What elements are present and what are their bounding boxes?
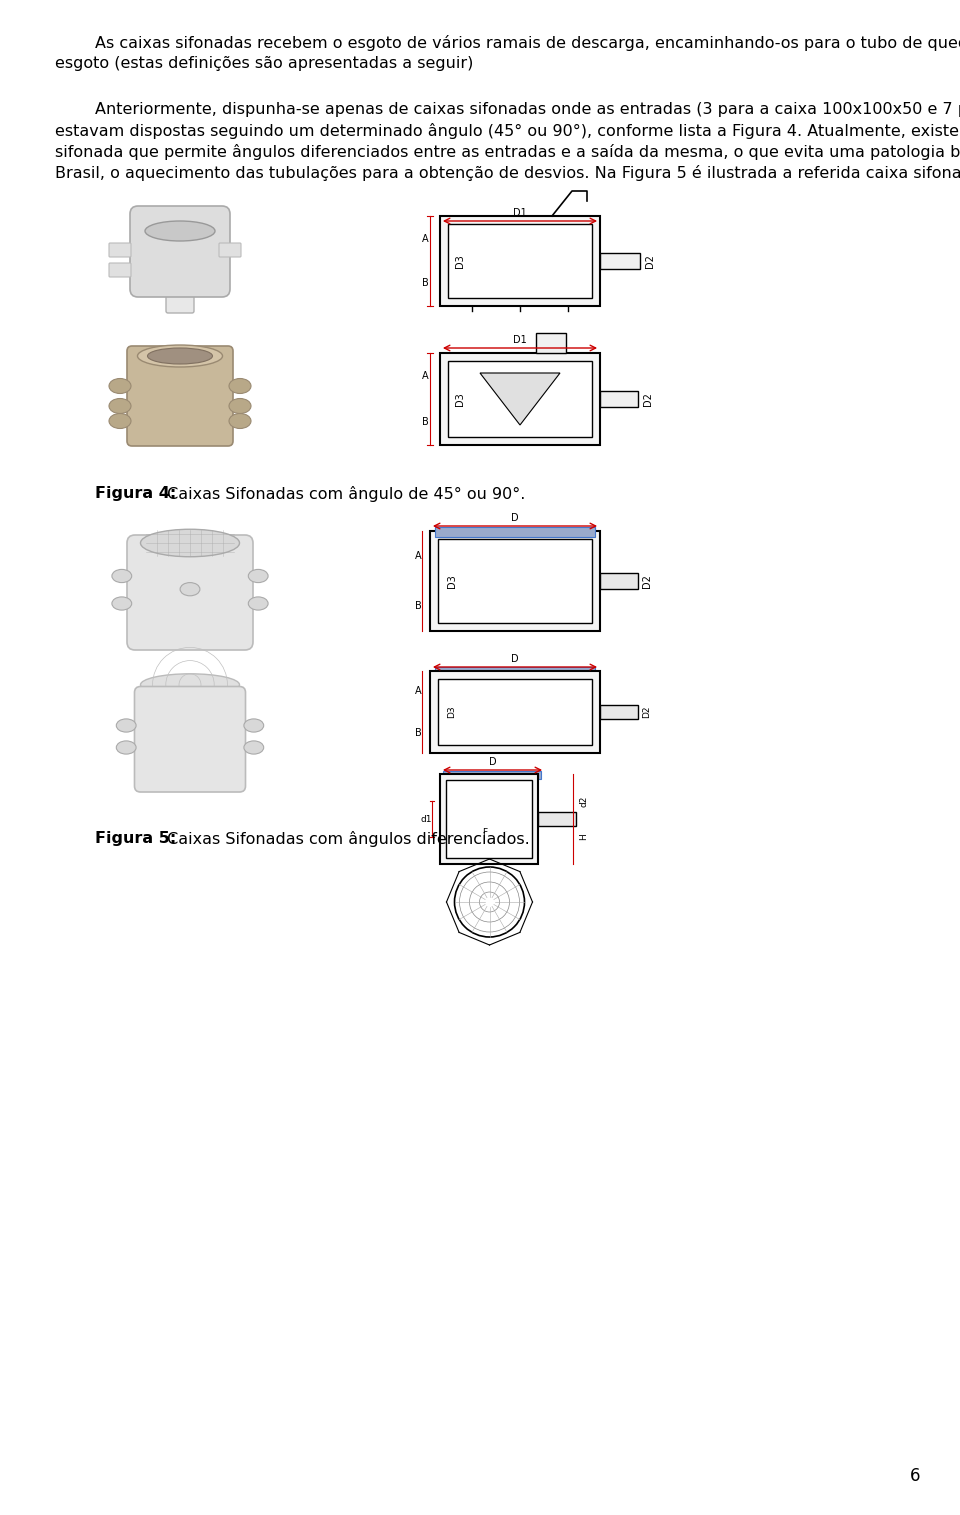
Text: D2: D2 [645,255,655,268]
FancyBboxPatch shape [219,242,241,258]
Bar [430,530,600,632]
Text: Caixas Sifonadas com ângulo de 45° ou 90°.: Caixas Sifonadas com ângulo de 45° ou 90… [162,486,526,501]
Bar [435,527,595,536]
Text: D3: D3 [447,706,457,718]
Bar [536,333,566,353]
Bar [443,771,540,779]
Bar [448,224,592,298]
Ellipse shape [249,570,268,583]
Text: D3: D3 [447,574,457,588]
Bar [600,253,640,270]
Bar [430,671,600,753]
Text: Figura 4:: Figura 4: [95,486,177,501]
Bar [435,667,595,677]
Text: A: A [415,686,421,697]
Text: Anteriormente, dispunha-se apenas de caixas sifonadas onde as entradas (3 para a: Anteriormente, dispunha-se apenas de cai… [95,102,960,117]
Text: B: B [421,279,428,288]
Bar [600,573,638,589]
Text: D: D [511,514,518,523]
Text: F: F [483,829,488,836]
FancyBboxPatch shape [134,686,246,792]
Ellipse shape [116,741,136,754]
Text: As caixas sifonadas recebem o esgoto de vários ramais de descarga, encaminhando-: As caixas sifonadas recebem o esgoto de … [95,35,960,52]
Text: B: B [421,417,428,427]
Ellipse shape [109,414,131,429]
FancyBboxPatch shape [130,206,230,297]
FancyBboxPatch shape [109,242,131,258]
Bar [440,217,600,306]
Text: sifonada que permite ângulos diferenciados entre as entradas e a saída da mesma,: sifonada que permite ângulos diferenciad… [55,144,960,161]
Text: Brasil, o aquecimento das tubulações para a obtenção de desvios. Na Figura 5 é i: Brasil, o aquecimento das tubulações par… [55,165,960,180]
FancyBboxPatch shape [127,345,233,445]
Bar [538,812,575,826]
Text: D1: D1 [514,208,527,218]
Text: esgoto (estas definições são apresentadas a seguir): esgoto (estas definições são apresentada… [55,56,473,71]
Text: A: A [421,371,428,380]
Ellipse shape [148,348,212,364]
Ellipse shape [145,221,215,241]
Text: B: B [415,727,421,738]
Text: D2: D2 [642,574,652,588]
Ellipse shape [137,345,223,367]
Text: D2: D2 [643,392,653,406]
Text: D3: D3 [455,392,465,406]
Ellipse shape [112,570,132,583]
Text: 6: 6 [909,1467,920,1485]
FancyBboxPatch shape [166,274,194,314]
Text: D: D [489,758,496,767]
Text: D2: D2 [642,706,651,718]
Text: D3: D3 [455,255,465,268]
Ellipse shape [112,597,132,611]
Text: H: H [580,833,588,841]
Text: estavam dispostas seguindo um determinado ângulo (45° ou 90°), conforme lista a : estavam dispostas seguindo um determinad… [55,123,960,139]
Text: Figura 5:: Figura 5: [95,832,177,845]
Bar [446,780,532,857]
FancyBboxPatch shape [109,264,131,277]
Ellipse shape [140,529,239,556]
Text: B: B [415,601,421,611]
Text: d2: d2 [580,795,588,806]
Ellipse shape [244,720,264,732]
Ellipse shape [244,741,264,754]
Bar [440,353,600,445]
Bar [600,391,638,408]
Text: A: A [421,233,428,244]
FancyBboxPatch shape [127,535,253,650]
Bar [438,679,592,745]
Ellipse shape [229,398,251,414]
Bar [600,704,638,720]
Text: D: D [511,654,518,664]
Ellipse shape [109,398,131,414]
Text: d1: d1 [420,815,432,824]
Ellipse shape [229,414,251,429]
Text: D1: D1 [514,335,527,345]
Ellipse shape [229,379,251,394]
Polygon shape [480,373,560,426]
Bar [438,539,592,623]
Ellipse shape [140,674,239,695]
Ellipse shape [180,583,200,595]
Text: Caixas Sifonadas com ângulos diferenciados.: Caixas Sifonadas com ângulos diferenciad… [162,832,530,847]
Bar [435,527,595,539]
Ellipse shape [109,379,131,394]
Ellipse shape [249,597,268,611]
Text: A: A [415,551,421,561]
Ellipse shape [116,720,136,732]
Bar [440,774,538,864]
Bar [448,361,592,436]
